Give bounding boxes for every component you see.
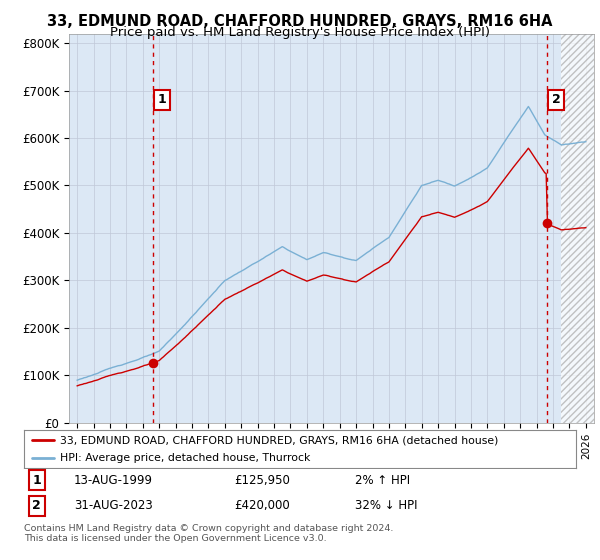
Bar [561,34,594,423]
Text: £125,950: £125,950 [234,474,290,487]
Text: £420,000: £420,000 [234,499,290,512]
Text: 2: 2 [551,94,560,106]
Text: 2: 2 [32,499,41,512]
Text: 1: 1 [158,94,167,106]
Text: 33, EDMUND ROAD, CHAFFORD HUNDRED, GRAYS, RM16 6HA: 33, EDMUND ROAD, CHAFFORD HUNDRED, GRAYS… [47,14,553,29]
Text: 33, EDMUND ROAD, CHAFFORD HUNDRED, GRAYS, RM16 6HA (detached house): 33, EDMUND ROAD, CHAFFORD HUNDRED, GRAYS… [60,435,498,445]
Text: 1: 1 [32,474,41,487]
Text: Contains HM Land Registry data © Crown copyright and database right 2024.
This d: Contains HM Land Registry data © Crown c… [24,524,394,543]
Text: HPI: Average price, detached house, Thurrock: HPI: Average price, detached house, Thur… [60,453,310,463]
Text: 2% ↑ HPI: 2% ↑ HPI [355,474,410,487]
Text: 31-AUG-2023: 31-AUG-2023 [74,499,152,512]
Text: Price paid vs. HM Land Registry's House Price Index (HPI): Price paid vs. HM Land Registry's House … [110,26,490,39]
Text: 32% ↓ HPI: 32% ↓ HPI [355,499,418,512]
Text: 13-AUG-1999: 13-AUG-1999 [74,474,152,487]
